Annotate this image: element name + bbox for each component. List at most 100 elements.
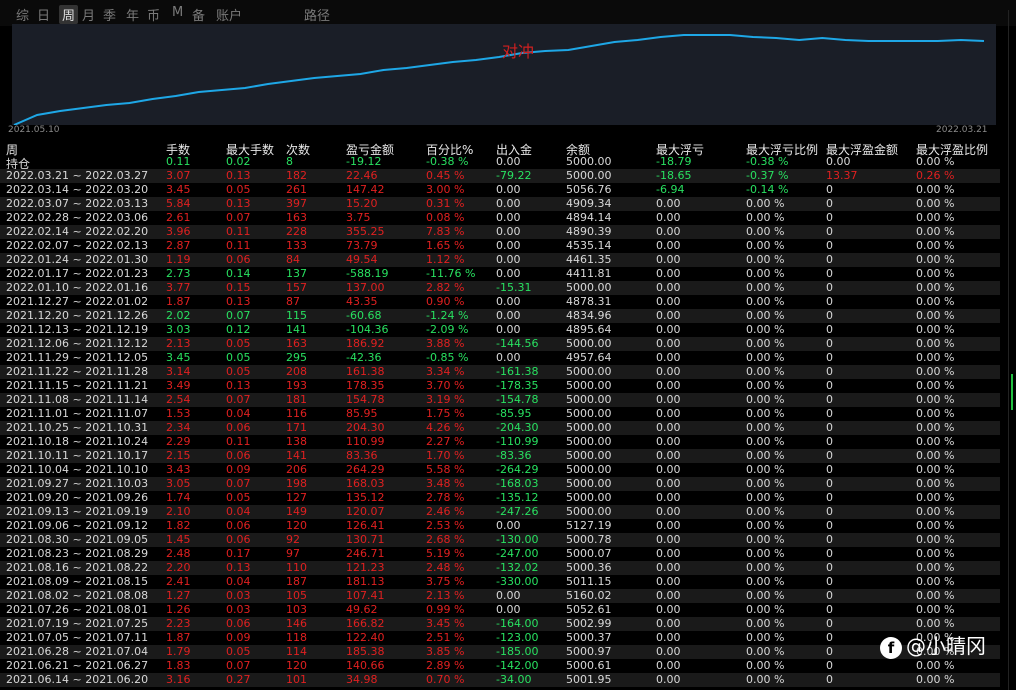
table-row[interactable]: 2021.07.26 ~ 2021.08.01 1.26 0.03 103 49.62 0… bbox=[0, 603, 1000, 617]
table-row[interactable]: 2021.08.30 ~ 2021.09.05 1.45 0.06 92 130.71 2… bbox=[0, 533, 1000, 547]
table-cell: 0.07 bbox=[226, 211, 251, 224]
table-cell: 0.90 % bbox=[426, 295, 465, 308]
table-row[interactable]: 2022.01.10 ~ 2022.01.16 3.77 0.15 157 137.00… bbox=[0, 281, 1000, 295]
table-row[interactable]: 2021.11.01 ~ 2021.11.07 1.53 0.04 116 85.95 1… bbox=[0, 407, 1000, 421]
column-header[interactable]: 余额 bbox=[566, 143, 591, 157]
table-cell: 0 bbox=[826, 631, 833, 644]
table-cell: 5000.00 bbox=[566, 505, 612, 518]
table-row[interactable]: 2021.07.19 ~ 2021.07.25 2.23 0.06 146 166.82… bbox=[0, 617, 1000, 631]
table-cell: 3.19 % bbox=[426, 393, 465, 406]
table-cell: 3.88 % bbox=[426, 337, 465, 350]
table-cell: 178.35 bbox=[346, 379, 385, 392]
column-header[interactable]: 百分比% bbox=[426, 143, 474, 157]
table-cell: 0 bbox=[826, 309, 833, 322]
table-row[interactable]: 2021.11.15 ~ 2021.11.21 3.49 0.13 193 178.35… bbox=[0, 379, 1000, 393]
table-cell: 0.00 bbox=[656, 589, 681, 602]
tab-4[interactable]: 季 bbox=[103, 9, 117, 24]
tab-6[interactable]: 币 bbox=[147, 9, 161, 24]
table-cell: 0.11 bbox=[226, 225, 251, 238]
table-row[interactable]: 2021.12.27 ~ 2022.01.02 1.87 0.13 87 43.35 0.… bbox=[0, 295, 1000, 309]
tab-9[interactable]: 账户 bbox=[216, 9, 243, 24]
column-header[interactable]: 最大手数 bbox=[226, 143, 275, 157]
table-row[interactable]: 2021.07.05 ~ 2021.07.11 1.87 0.09 118 122.40… bbox=[0, 631, 1000, 645]
table-row[interactable]: 2021.11.08 ~ 2021.11.14 2.54 0.07 181 154.78… bbox=[0, 393, 1000, 407]
table-cell: 0.00 bbox=[656, 659, 681, 672]
table-cell: 5000.00 bbox=[566, 337, 612, 350]
column-header[interactable]: 出入金 bbox=[496, 143, 533, 157]
tab-0[interactable]: 综 bbox=[16, 9, 30, 24]
scroll-indicator[interactable] bbox=[1011, 374, 1013, 410]
table-cell: 261 bbox=[286, 183, 307, 196]
table-cell: 114 bbox=[286, 645, 307, 658]
table-row[interactable]: 2021.09.06 ~ 2021.09.12 1.82 0.06 120 126.41… bbox=[0, 519, 1000, 533]
table-cell: 0.04 bbox=[226, 575, 251, 588]
table-row[interactable]: 2021.06.14 ~ 2021.06.20 3.16 0.27 101 34.98 0… bbox=[0, 673, 1000, 687]
table-cell: 101 bbox=[286, 673, 307, 686]
column-header[interactable]: 盈亏金额 bbox=[346, 143, 395, 157]
table-row[interactable]: 2021.11.29 ~ 2021.12.05 3.45 0.05 295 -42.36… bbox=[0, 351, 1000, 365]
table-cell: 228 bbox=[286, 225, 307, 238]
table-row[interactable]: 2021.08.23 ~ 2021.08.29 2.48 0.17 97 246.71 5… bbox=[0, 547, 1000, 561]
column-header[interactable]: 最大浮亏比例 bbox=[746, 143, 819, 157]
column-header[interactable]: 手数 bbox=[166, 143, 191, 157]
table-row[interactable]: 2021.10.04 ~ 2021.10.10 3.43 0.09 206 264.29… bbox=[0, 463, 1000, 477]
table-row[interactable]: 持仓 0.11 0.02 8 -19.12 -0.38 % 0.00 5000.00 -18.7… bbox=[0, 155, 1000, 171]
table-row[interactable]: 2021.08.09 ~ 2021.08.15 2.41 0.04 187 181.13… bbox=[0, 575, 1000, 589]
table-row[interactable]: 2021.09.20 ~ 2021.09.26 1.74 0.05 127 135.12… bbox=[0, 491, 1000, 505]
table-cell: -178.35 bbox=[496, 379, 539, 392]
table-cell: 0.00 % bbox=[916, 239, 955, 252]
watermark: f @小晴冈 bbox=[880, 630, 986, 659]
table-row[interactable]: 2022.03.21 ~ 2022.03.27 3.07 0.13 182 22.46 0… bbox=[0, 169, 1000, 183]
column-header[interactable]: 最大浮盈金额 bbox=[826, 143, 899, 157]
table-cell: 208 bbox=[286, 365, 307, 378]
table-cell: 0.05 bbox=[226, 351, 251, 364]
table-cell: 0.00 bbox=[656, 421, 681, 434]
table-row[interactable]: 2021.12.13 ~ 2021.12.19 3.03 0.12 141 -104.3… bbox=[0, 323, 1000, 337]
table-row[interactable]: 2021.06.28 ~ 2021.07.04 1.79 0.05 114 185.38… bbox=[0, 645, 1000, 659]
table-row[interactable]: 2021.10.11 ~ 2021.10.17 2.15 0.06 141 83.36 1… bbox=[0, 449, 1000, 463]
table-cell: 87 bbox=[286, 295, 300, 308]
table-cell: 0.00 bbox=[656, 561, 681, 574]
table-row[interactable]: 2021.08.16 ~ 2021.08.22 2.20 0.13 110 121.23… bbox=[0, 561, 1000, 575]
table-row[interactable]: 2022.01.17 ~ 2022.01.23 2.73 0.14 137 -588.1… bbox=[0, 267, 1000, 281]
table-row[interactable]: 2021.09.27 ~ 2021.10.03 3.05 0.07 198 168.03… bbox=[0, 477, 1000, 491]
watermark-text: @小晴冈 bbox=[906, 634, 986, 658]
table-row[interactable]: 2021.12.06 ~ 2021.12.12 2.13 0.05 163 186.92… bbox=[0, 337, 1000, 351]
tab-10[interactable]: 路径 bbox=[304, 9, 331, 24]
table-cell: 157 bbox=[286, 281, 307, 294]
table-cell: 0 bbox=[826, 463, 833, 476]
table-cell: 0.00 % bbox=[916, 393, 955, 406]
tab-7[interactable]: M bbox=[172, 5, 184, 20]
table-cell: 0.00 bbox=[656, 449, 681, 462]
table-cell: 5000.00 bbox=[566, 169, 612, 182]
table-row[interactable]: 2022.02.28 ~ 2022.03.06 2.61 0.07 163 3.75 0.… bbox=[0, 211, 1000, 225]
table-row[interactable]: 2022.02.14 ~ 2022.02.20 3.96 0.11 228 355.25… bbox=[0, 225, 1000, 239]
tab-3[interactable]: 月 bbox=[82, 9, 96, 24]
tab-2[interactable]: 周 bbox=[59, 5, 79, 24]
tab-1[interactable]: 日 bbox=[37, 9, 51, 24]
tab-5[interactable]: 年 bbox=[126, 9, 140, 24]
table-cell: 0.00 bbox=[656, 533, 681, 546]
table-row[interactable]: 2022.03.07 ~ 2022.03.13 5.84 0.13 397 15.20 0… bbox=[0, 197, 1000, 211]
column-header[interactable]: 最大浮亏 bbox=[656, 143, 705, 157]
table-row[interactable]: 2021.10.18 ~ 2021.10.24 2.29 0.11 138 110.99… bbox=[0, 435, 1000, 449]
tab-8[interactable]: 备 bbox=[192, 9, 206, 24]
table-cell: 0.00 bbox=[656, 239, 681, 252]
table-cell: 4461.35 bbox=[566, 253, 612, 266]
table-cell: 0.00 % bbox=[746, 393, 785, 406]
table-row[interactable]: 2021.09.13 ~ 2021.09.19 2.10 0.04 149 120.07… bbox=[0, 505, 1000, 519]
table-row[interactable]: 2021.11.22 ~ 2021.11.28 3.14 0.05 208 161.38… bbox=[0, 365, 1000, 379]
table-row[interactable]: 2022.03.14 ~ 2022.03.20 3.45 0.05 261 147.42… bbox=[0, 183, 1000, 197]
table-row[interactable]: 2021.08.02 ~ 2021.08.08 1.27 0.03 105 107.41… bbox=[0, 589, 1000, 603]
table-row[interactable]: 2022.01.24 ~ 2022.01.30 1.19 0.06 84 49.54 1.… bbox=[0, 253, 1000, 267]
table-row[interactable]: 2021.10.25 ~ 2021.10.31 2.34 0.06 171 204.30… bbox=[0, 421, 1000, 435]
table-cell: 85.95 bbox=[346, 407, 378, 420]
column-header[interactable]: 周 bbox=[6, 143, 19, 157]
table-row[interactable]: 2022.02.07 ~ 2022.02.13 2.87 0.11 133 73.79 1… bbox=[0, 239, 1000, 253]
column-header[interactable]: 次数 bbox=[286, 143, 311, 157]
column-header[interactable]: 最大浮盈比例 bbox=[916, 143, 989, 157]
table-cell: 187 bbox=[286, 575, 307, 588]
table-cell: 1.26 bbox=[166, 603, 191, 616]
table-row[interactable]: 2021.12.20 ~ 2021.12.26 2.02 0.07 115 -60.68… bbox=[0, 309, 1000, 323]
table-row[interactable]: 2021.06.21 ~ 2021.06.27 1.83 0.07 120 140.66… bbox=[0, 659, 1000, 673]
